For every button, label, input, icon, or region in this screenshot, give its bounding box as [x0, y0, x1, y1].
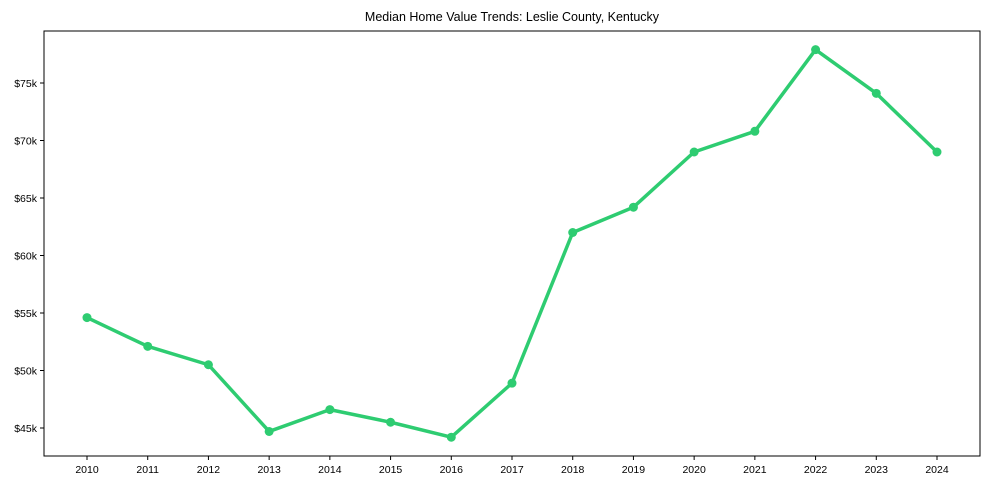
y-tick-label: $50k	[14, 366, 38, 378]
x-tick-label: 2019	[622, 464, 646, 476]
data-point-marker	[568, 228, 578, 237]
x-tick-label: 2024	[925, 464, 949, 476]
x-tick-label: 2022	[804, 464, 828, 476]
y-tick-label: $70k	[14, 136, 38, 148]
x-tick-label: 2014	[318, 464, 342, 476]
data-point-marker	[932, 147, 942, 157]
x-axis: 2010 2011 2012 2013 2014 2015 2016 2017 2018 2019…	[75, 456, 949, 476]
y-tick-label: $55k	[14, 308, 38, 320]
data-point-marker	[82, 313, 92, 323]
data-point-marker	[446, 432, 456, 442]
x-tick-label: 2012	[197, 464, 221, 476]
data-point-marker	[325, 405, 335, 415]
chart-title: Median Home Value Trends: Leslie County,…	[365, 10, 660, 24]
x-tick-label: 2015	[379, 464, 403, 476]
x-tick-label: 2013	[257, 464, 281, 476]
data-point-marker	[689, 147, 699, 157]
x-tick-label: 2011	[136, 464, 159, 476]
data-point-marker	[871, 88, 881, 98]
x-tick-label: 2010	[75, 464, 99, 476]
data-point-marker	[143, 341, 153, 351]
x-tick-label: 2020	[682, 464, 706, 476]
y-tick-label: $65k	[14, 193, 38, 205]
y-axis: $45k $50k $55k $60k $65k $70k $75k	[14, 78, 44, 435]
y-tick-label: $75k	[14, 78, 38, 90]
x-tick-label: 2023	[865, 464, 889, 476]
data-point-marker	[264, 426, 274, 436]
plot-area	[82, 45, 942, 442]
data-point-marker	[386, 417, 396, 427]
x-tick-label: 2018	[561, 464, 585, 476]
data-point-marker	[203, 360, 213, 370]
x-tick-label: 2021	[743, 464, 767, 476]
axes-frame	[43, 30, 981, 457]
y-tick-label: $60k	[14, 251, 38, 263]
x-tick-label: 2017	[500, 464, 524, 476]
data-point-marker	[628, 202, 638, 212]
x-tick-label: 2016	[440, 464, 464, 476]
data-point-marker	[507, 378, 517, 388]
data-point-marker	[811, 45, 821, 55]
data-point-marker	[750, 126, 760, 136]
y-tick-label: $45k	[14, 423, 38, 435]
